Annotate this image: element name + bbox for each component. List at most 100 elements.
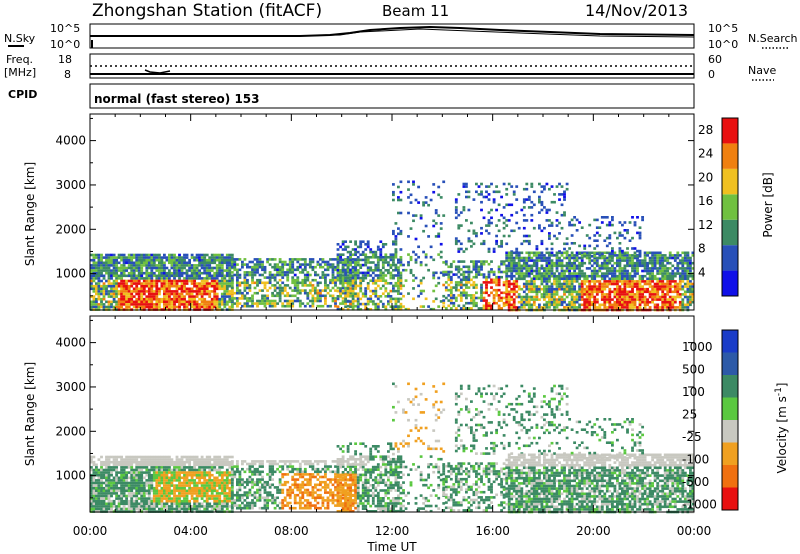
power-cell [381,279,385,282]
power-cell [454,242,458,246]
power-cell [603,255,607,258]
power-cell [563,298,566,301]
power-cell [568,277,572,281]
power-cell [185,279,189,283]
power-cell [429,245,433,249]
power-cell [558,264,561,268]
power-cell [548,306,551,309]
power-cell [203,271,207,275]
power-cell [522,267,526,270]
power-cell [107,295,111,298]
power-cell [180,295,184,298]
power-cell [158,266,161,270]
power-cell [97,274,101,278]
power-cell [467,281,471,284]
power-cell [314,271,317,274]
power-cell [369,248,373,251]
power-cell [198,287,202,291]
power-cell [339,261,343,264]
velocity-cell [112,460,116,464]
power-cell [414,214,418,217]
power-cell [666,261,670,265]
power-cell [691,287,695,291]
power-cell [125,300,129,304]
power-cell [178,253,181,257]
power-cell [661,293,665,296]
power-cell [122,295,126,298]
power-cell [230,265,234,269]
power-cell [628,239,632,242]
power-cell [147,279,151,283]
power-cell [100,271,103,275]
power-cell [467,273,471,276]
power-cell [225,282,229,285]
power-cell [553,303,556,307]
power-cell [605,295,609,299]
power-cell [193,297,197,301]
power-cell [336,286,340,290]
power-cell [303,276,307,279]
velocity-cell [110,507,113,511]
power-cell [472,281,476,284]
power-cell [618,269,622,273]
power-cell [598,303,602,307]
power-cell [608,282,612,286]
power-cell [112,264,116,267]
velocity-cell [112,479,116,482]
velocity-cell [100,489,103,493]
velocity-cell [142,463,146,467]
power-cell [394,305,398,308]
power-cell [238,297,242,300]
power-cell [324,278,327,282]
power-cell [273,268,277,272]
power-cell [543,272,546,275]
power-cell [90,269,93,272]
velocity-cell [132,455,136,459]
power-cell [527,254,531,257]
power-cell [170,300,174,304]
power-cell [490,307,493,310]
power-cell [276,273,280,277]
power-cell [115,269,119,272]
velocity-cell [105,455,108,459]
power-cell [130,300,134,304]
power-cell [449,294,453,297]
power-cell [412,279,415,282]
power-cell [618,249,622,253]
power-cell [258,289,262,292]
power-cell [603,251,607,255]
power-cell [605,261,609,265]
power-cell [319,276,322,279]
power-cell [558,274,561,278]
velocity-cell [158,502,161,506]
power-cell [553,264,556,268]
velocity-cell [165,486,169,490]
power-cell [538,254,541,257]
power-cell [636,306,639,309]
velocity-cell [178,499,181,503]
power-cell [658,256,662,260]
power-cell [439,242,443,246]
power-cell [115,300,119,304]
power-cell [145,297,149,301]
power-cell [281,302,285,305]
power-cell [364,261,368,264]
power-cell [341,271,345,274]
power-cell [346,292,350,295]
power-cell [570,303,574,307]
velocity-cell [168,479,171,482]
power-cell [198,264,202,267]
power-cell [595,300,599,304]
power-cell [168,282,171,285]
power-cell [173,274,176,278]
power-cell [515,256,519,260]
power-cell [558,282,561,286]
power-cell [278,297,282,300]
power-cell [447,278,451,282]
power-cell [444,307,448,310]
power-cell [200,271,204,275]
power-cell [364,243,368,246]
power-cell [434,211,438,215]
power-cell [497,245,501,248]
power-cell [631,236,634,240]
